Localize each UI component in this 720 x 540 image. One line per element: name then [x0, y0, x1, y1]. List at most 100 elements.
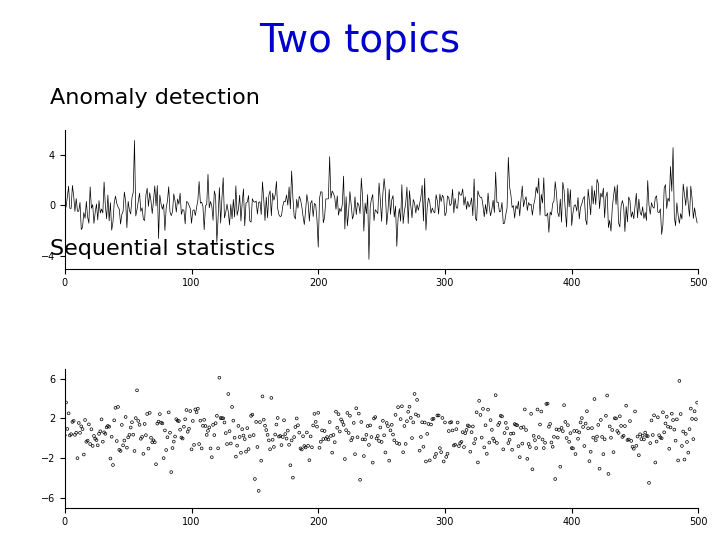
Point — [688, 435, 699, 443]
Point — [546, 438, 557, 447]
Point — [571, 427, 582, 435]
Point — [377, 416, 389, 425]
Point — [395, 415, 406, 423]
Point — [266, 394, 277, 402]
Point — [632, 432, 644, 441]
Point — [551, 425, 562, 434]
Point — [369, 413, 381, 421]
Point — [585, 448, 596, 456]
Point — [599, 435, 611, 443]
Point — [604, 422, 616, 431]
Point — [272, 414, 284, 422]
Point — [315, 437, 327, 446]
Point — [467, 422, 479, 431]
Point — [389, 436, 400, 444]
Point — [367, 458, 379, 467]
Point — [349, 450, 361, 458]
Point — [589, 395, 600, 403]
Point — [553, 426, 564, 434]
Point — [179, 415, 191, 423]
Point — [641, 431, 652, 440]
Point — [191, 408, 202, 416]
Point — [263, 436, 274, 444]
Point — [552, 433, 564, 442]
Point — [454, 439, 466, 448]
Point — [524, 443, 536, 451]
Point — [99, 429, 111, 438]
Point — [316, 426, 328, 435]
Point — [258, 415, 269, 424]
Point — [211, 411, 222, 420]
Point — [341, 426, 352, 435]
Point — [431, 411, 443, 420]
Point — [63, 409, 74, 417]
Point — [77, 425, 89, 434]
Point — [201, 430, 212, 439]
Point — [106, 433, 117, 441]
Point — [151, 420, 163, 428]
Point — [224, 427, 235, 435]
Point — [662, 422, 674, 431]
Point — [184, 407, 196, 415]
Point — [94, 427, 106, 436]
Point — [150, 460, 162, 469]
Point — [494, 418, 505, 427]
Point — [331, 423, 343, 432]
Point — [171, 415, 182, 423]
Point — [619, 422, 631, 430]
Point — [274, 431, 286, 440]
Point — [368, 414, 379, 423]
Point — [526, 409, 537, 418]
Point — [323, 435, 334, 444]
Point — [210, 419, 221, 428]
Point — [89, 434, 101, 443]
Point — [387, 430, 399, 439]
Point — [202, 427, 214, 435]
Point — [248, 431, 259, 440]
Text: Anomaly detection: Anomaly detection — [50, 88, 260, 108]
Point — [572, 435, 584, 443]
Point — [678, 427, 689, 436]
Point — [588, 433, 599, 442]
Point — [88, 431, 99, 440]
Point — [451, 425, 462, 434]
Point — [593, 421, 604, 429]
Point — [116, 421, 127, 429]
Point — [186, 445, 197, 454]
Point — [675, 410, 686, 418]
Point — [373, 437, 384, 445]
Point — [449, 440, 461, 449]
Point — [423, 420, 434, 428]
Point — [357, 435, 369, 444]
Point — [111, 437, 122, 445]
Point — [353, 409, 364, 418]
Point — [229, 434, 240, 442]
Point — [299, 442, 310, 450]
Point — [644, 439, 656, 448]
Point — [204, 423, 215, 431]
Point — [518, 423, 529, 431]
Point — [477, 404, 489, 413]
Point — [563, 437, 575, 446]
Point — [149, 438, 161, 447]
Point — [139, 420, 150, 428]
Point — [154, 410, 166, 418]
Point — [162, 433, 174, 442]
Point — [498, 445, 509, 454]
Point — [680, 429, 691, 438]
Point — [382, 422, 394, 430]
Point — [163, 408, 174, 417]
Point — [172, 416, 184, 425]
Point — [508, 429, 519, 438]
Point — [402, 408, 414, 416]
Point — [446, 418, 457, 427]
Point — [329, 438, 341, 447]
Point — [82, 436, 94, 445]
Point — [318, 435, 329, 443]
Point — [410, 410, 422, 418]
Point — [146, 438, 158, 447]
Point — [633, 451, 644, 460]
Point — [506, 446, 518, 454]
Point — [503, 439, 514, 448]
Point — [547, 442, 559, 451]
